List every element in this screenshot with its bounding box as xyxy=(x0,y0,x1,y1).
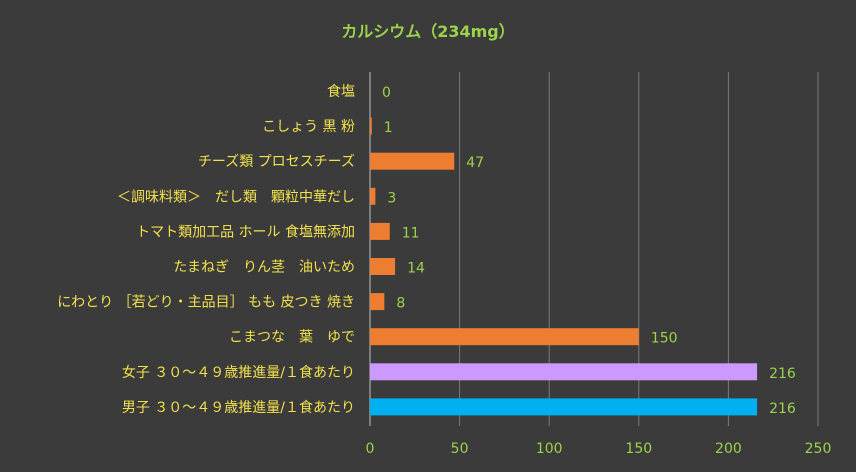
data-label: 3 xyxy=(387,190,396,206)
bar xyxy=(370,398,758,416)
category-label: 女子 ３０～４９歳推進量/１食あたり xyxy=(122,364,355,381)
bar xyxy=(370,222,390,240)
bar xyxy=(370,117,372,135)
x-tick-label: 50 xyxy=(451,441,469,457)
data-label: 11 xyxy=(402,225,420,241)
category-label: にわとり ［若どり・主品目］ もも 皮つき 焼き xyxy=(57,295,355,311)
category-label: トマト類加工品 ホール 食塩無添加 xyxy=(136,223,355,240)
x-tick-label: 250 xyxy=(805,441,832,457)
x-tick-label: 100 xyxy=(536,441,563,457)
bar xyxy=(370,293,385,311)
category-label: たまねぎ りん茎 油いため xyxy=(173,260,355,276)
category-label: ＜調味料類＞ だし類 顆粒中華だし xyxy=(117,189,355,205)
category-label: 食塩 xyxy=(327,83,355,100)
x-tick-label: 200 xyxy=(715,441,742,457)
category-label: 男子 ３０～４９歳推進量/１食あたり xyxy=(122,399,355,416)
x-tick-label: 150 xyxy=(625,441,652,457)
category-label: こしょう 黒 粉 xyxy=(262,119,355,135)
bar xyxy=(370,152,455,170)
chart-title: カルシウム（234mg） xyxy=(341,22,515,41)
category-label: こまつな 葉 ゆで xyxy=(229,330,355,346)
bar xyxy=(370,258,396,275)
data-label: 1 xyxy=(384,120,393,136)
data-label: 47 xyxy=(466,155,484,171)
data-label: 0 xyxy=(382,85,391,101)
x-tick-label: 0 xyxy=(366,441,375,457)
data-label: 8 xyxy=(396,296,405,312)
bar xyxy=(370,328,639,346)
data-label: 216 xyxy=(769,401,796,417)
category-label: チーズ類 プロセスチーズ xyxy=(198,154,355,170)
data-label: 14 xyxy=(407,261,425,277)
bar xyxy=(370,187,376,205)
data-label: 150 xyxy=(651,331,678,347)
data-label: 216 xyxy=(769,366,796,382)
bar xyxy=(370,363,758,381)
